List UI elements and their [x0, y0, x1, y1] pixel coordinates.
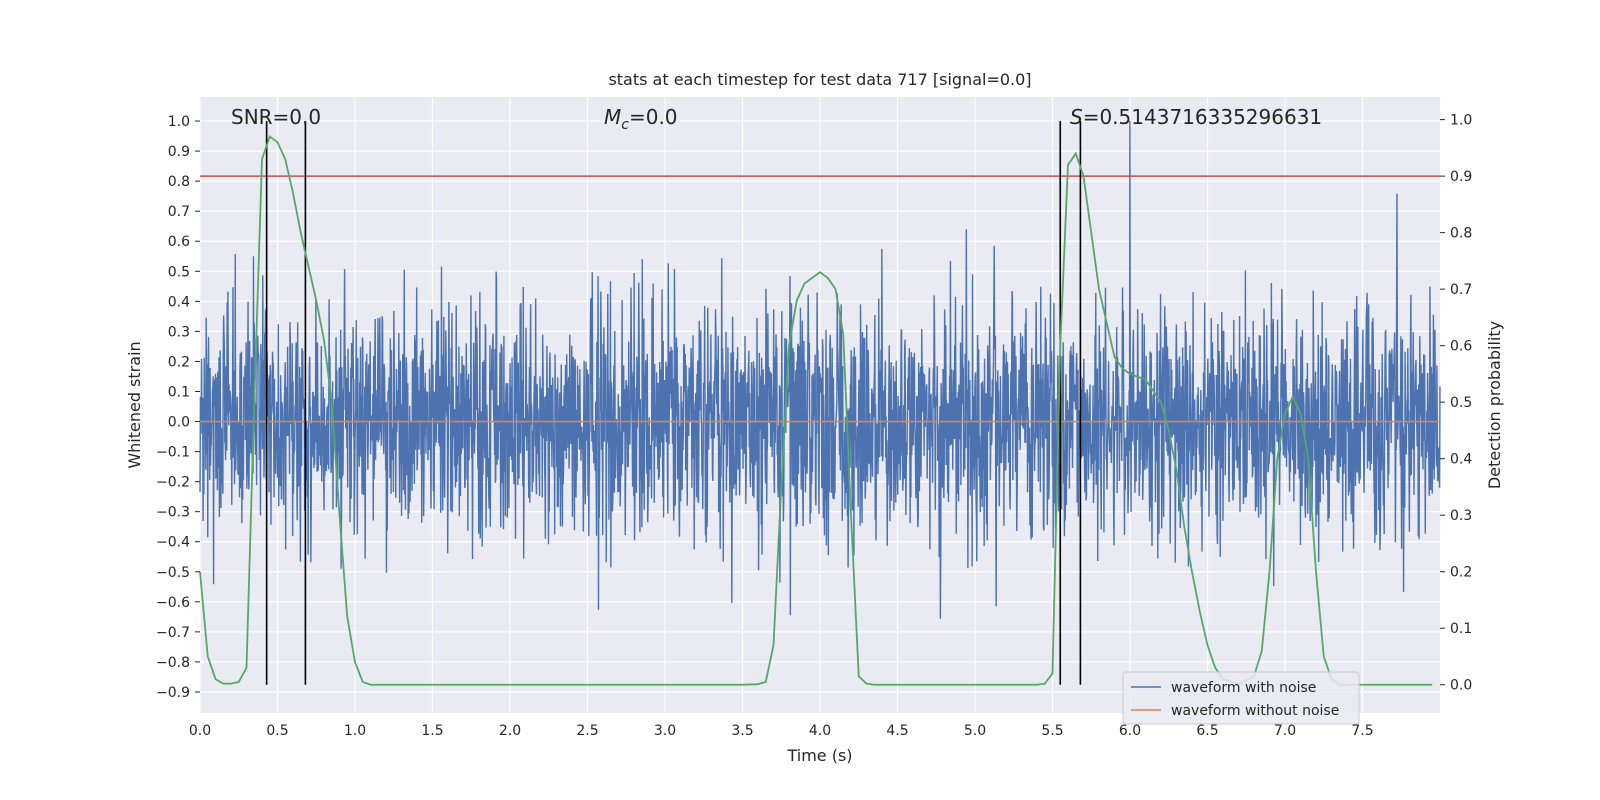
y-tick-label: 0.1: [168, 384, 190, 400]
y2-tick-label: 0.2: [1450, 565, 1472, 581]
y-tick-label: 0.0: [168, 415, 190, 431]
x-tick-label: 5.5: [1041, 723, 1063, 739]
y-tick-label: 0.5: [168, 264, 190, 280]
x-tick-label: 0.0: [189, 723, 211, 739]
y-tick-label: −0.2: [156, 475, 190, 491]
x-tick-label: 4.0: [809, 723, 831, 739]
y-tick-label: 0.4: [168, 294, 190, 310]
y-tick-label: 0.6: [168, 234, 190, 250]
y-tick-label: 0.8: [168, 174, 190, 190]
y-tick-label: −0.1: [156, 445, 190, 461]
x-tick-label: 1.0: [344, 723, 366, 739]
y2-tick-label: 0.5: [1450, 395, 1472, 411]
annotation-chirp-mass: Mc=0.0: [604, 105, 678, 133]
x-tick-label: 0.5: [266, 723, 288, 739]
series-waveform-with-noise: [199, 121, 1441, 619]
y-tick-label: 1.0: [168, 114, 190, 130]
x-tick-label: 4.5: [886, 723, 908, 739]
x-tick-label: 5.0: [964, 723, 986, 739]
x-tick-label: 3.5: [731, 723, 753, 739]
y2-axis-label: Detection probability: [1485, 321, 1504, 489]
x-tick-label: 7.0: [1274, 723, 1296, 739]
x-tick-label: 6.0: [1119, 723, 1141, 739]
y-tick-label: −0.7: [156, 625, 190, 641]
annotation-statistic: S=0.5143716335296631: [1070, 105, 1322, 129]
x-tick-label: 2.5: [576, 723, 598, 739]
annotation-s-value: =0.5143716335296631: [1083, 105, 1322, 129]
legend-label-noise: waveform with noise: [1171, 680, 1316, 696]
x-tick-label: 1.5: [421, 723, 443, 739]
annotation-mc-subscript: c: [621, 117, 629, 133]
y-tick-label: −0.9: [156, 685, 190, 701]
y-tick-label: 0.9: [168, 144, 190, 160]
axis-ticks: 0.0 0.5 1.0 1.5 2.0 2.5 3.0 3.5 4.0 4.5 5.0 5.5 6.0 6…: [156, 113, 1472, 739]
x-tick-label: 6.5: [1196, 723, 1218, 739]
y-axis-label: Whitened strain: [125, 341, 144, 468]
y2-tick-label: 0.7: [1450, 282, 1472, 298]
y-tick-label: −0.3: [156, 505, 190, 521]
y2-tick-label: 1.0: [1450, 113, 1472, 129]
detection-probability-line: [199, 135, 1433, 686]
annotation-snr: SNR=0.0: [231, 105, 321, 129]
y2-tick-label: 0.0: [1450, 678, 1472, 694]
overlays: [199, 121, 1440, 686]
annotation-mc-value: =0.0: [629, 105, 678, 129]
y2-tick-label: 0.8: [1450, 226, 1472, 242]
x-tick-label: 7.5: [1351, 723, 1373, 739]
annotation-s-symbol: S: [1070, 105, 1083, 129]
y-tick-label: 0.2: [168, 354, 190, 370]
legend: waveform with noise waveform without noi…: [1122, 671, 1360, 725]
chart-title: stats at each timestep for test data 717…: [608, 70, 1031, 89]
y-tick-label: −0.6: [156, 595, 190, 611]
x-axis-label: Time (s): [786, 746, 852, 765]
y-tick-label: −0.4: [156, 535, 190, 551]
y-tick-label: 0.7: [168, 204, 190, 220]
y2-tick-label: 0.6: [1450, 339, 1472, 355]
x-tick-label: 3.0: [654, 723, 676, 739]
legend-box: [1122, 671, 1360, 725]
y2-tick-label: 0.4: [1450, 452, 1472, 468]
x-tick-label: 2.0: [499, 723, 521, 739]
annotation-mc-symbol: M: [604, 105, 621, 129]
y2-tick-label: 0.3: [1450, 508, 1472, 524]
y2-tick-label: 0.1: [1450, 621, 1472, 637]
y-tick-label: 0.3: [168, 324, 190, 340]
y2-tick-label: 0.9: [1450, 169, 1472, 185]
noise-waveform-line: [199, 121, 1441, 619]
y-tick-label: −0.8: [156, 655, 190, 671]
legend-label-clean: waveform without noise: [1171, 703, 1339, 719]
y-tick-label: −0.5: [156, 565, 190, 581]
